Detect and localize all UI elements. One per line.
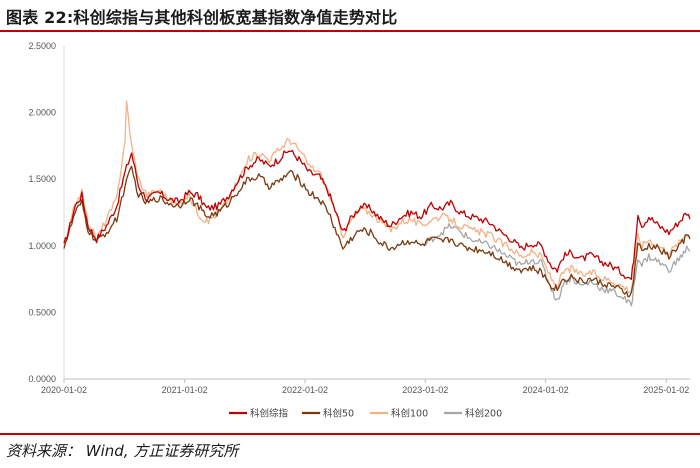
- series-line-1: [63, 165, 691, 298]
- bottom-rule: [0, 433, 700, 435]
- legend-label: 科创综指: [250, 408, 289, 420]
- legend-label: 科创100: [391, 408, 428, 420]
- x-tick-label: 2022-01-02: [282, 385, 328, 395]
- series-line-2: [63, 100, 691, 294]
- series-line-0: [63, 149, 691, 280]
- chart-title: 图表 22:科创综指与其他科创板宽基指数净值走势对比: [6, 8, 398, 27]
- x-tick-label: 2023-01-02: [402, 385, 448, 395]
- y-tick-label: 1.0000: [28, 241, 56, 251]
- y-tick-label: 2.0000: [28, 108, 56, 118]
- x-tick-label: 2020-01-02: [41, 385, 87, 395]
- y-tick-label: 0.5000: [28, 307, 56, 317]
- top-rule: [0, 30, 700, 32]
- line-chart: 0.0000 0.5000 1.0000 1.5000 2.0000 2.5000 2020…: [28, 41, 691, 420]
- source-note: 资料来源： Wind, 方正证券研究所: [6, 442, 239, 460]
- x-tick-label: 2025-01-02: [643, 385, 689, 395]
- series-line-3: [424, 222, 691, 307]
- chart-legend: 科创综指 科创50 科创100 科创200: [229, 408, 502, 420]
- y-tick-label: 1.5000: [28, 174, 56, 184]
- legend-label: 科创50: [323, 408, 354, 420]
- legend-label: 科创200: [465, 408, 502, 420]
- y-tick-label: 2.5000: [28, 41, 56, 51]
- chart-plot-area: [63, 100, 691, 307]
- x-tick-label: 2021-01-02: [162, 385, 208, 395]
- x-tick-label: 2024-01-02: [523, 385, 569, 395]
- chart-axes: 0.0000 0.5000 1.0000 1.5000 2.0000 2.5000 2020…: [28, 41, 690, 395]
- y-tick-label: 0.0000: [28, 374, 56, 384]
